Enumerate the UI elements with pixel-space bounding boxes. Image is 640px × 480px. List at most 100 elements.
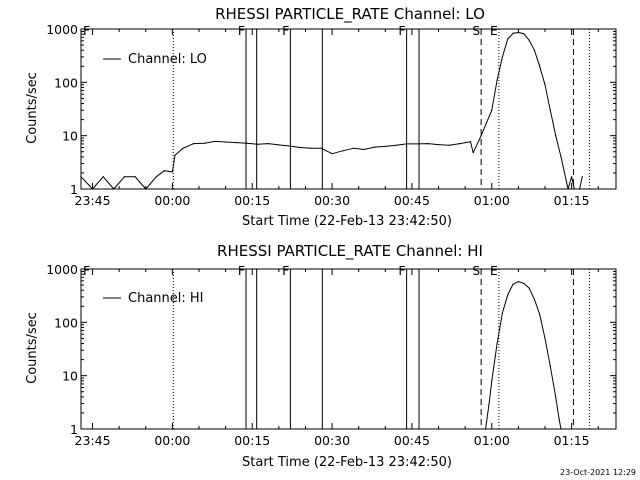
data-point xyxy=(544,337,546,339)
data-point xyxy=(533,49,535,51)
x-tick-label: 01:00 xyxy=(474,433,510,448)
data-point xyxy=(501,312,504,314)
data-point xyxy=(528,39,530,41)
generation-timestamp: 23-Oct-2021 12:29 xyxy=(560,468,636,477)
event-marker-label: F xyxy=(282,263,289,278)
data-point xyxy=(134,176,136,178)
data-point xyxy=(267,142,269,145)
data-point xyxy=(416,143,418,145)
y-tick-label: 1 xyxy=(70,182,78,197)
data-point xyxy=(256,143,259,145)
edge-flag-label: F xyxy=(83,23,90,38)
data-point xyxy=(145,188,147,190)
x-tick-label: 00:00 xyxy=(154,193,190,208)
data-point xyxy=(560,428,562,430)
hi-channel-panel: RHESSI PARTICLE_RATE Channel: HI Start T… xyxy=(25,242,617,470)
x-tick-label: 00:30 xyxy=(314,433,350,448)
x-tick-label: 00:30 xyxy=(314,193,350,208)
data-point xyxy=(517,281,520,283)
x-tick-label: 23:45 xyxy=(75,193,111,208)
data-point xyxy=(91,188,94,190)
x-tick-label: 23:45 xyxy=(75,433,111,448)
data-point xyxy=(539,313,541,316)
data-point xyxy=(579,188,581,190)
event-marker-label: F xyxy=(398,263,405,278)
data-point xyxy=(491,380,493,382)
data-point xyxy=(496,342,498,345)
data-point xyxy=(539,65,541,67)
data-point xyxy=(437,143,440,146)
data-point xyxy=(374,146,376,148)
data-point xyxy=(558,419,560,421)
data-point xyxy=(80,176,82,178)
data-point xyxy=(507,294,509,296)
event-marker-label: F xyxy=(398,23,405,38)
y-tick-label: 10 xyxy=(62,129,78,144)
data-point xyxy=(567,188,569,190)
x-tick-label: 00:00 xyxy=(154,433,190,448)
data-point xyxy=(472,152,474,154)
event-marker-label: F xyxy=(238,263,245,278)
data-point xyxy=(363,148,365,151)
hi-x-axis-label: Start Time (22-Feb-13 23:42:50) xyxy=(242,455,452,470)
data-point xyxy=(512,32,514,34)
data-point xyxy=(448,144,450,146)
y-tick-label: 10 xyxy=(62,369,78,384)
hi-legend-label: Channel: HI xyxy=(128,291,204,306)
x-tick-label: 00:45 xyxy=(394,193,430,208)
x-tick-label: 00:15 xyxy=(234,433,270,448)
data-point xyxy=(299,146,301,149)
data-point xyxy=(113,188,115,190)
y-tick-label: 1000 xyxy=(46,22,78,37)
x-tick-label: 01:00 xyxy=(474,193,510,208)
data-point xyxy=(549,365,551,367)
data-point xyxy=(573,188,575,190)
series-line-0 xyxy=(485,281,562,430)
plot-frame xyxy=(80,28,617,190)
data-point xyxy=(563,172,566,174)
data-point xyxy=(571,176,573,178)
event-marker-label: E xyxy=(490,263,498,278)
data-point xyxy=(235,142,237,144)
data-point xyxy=(193,142,195,145)
data-point xyxy=(501,56,504,58)
event-marker-label: E xyxy=(490,23,498,38)
hi-chart-title: RHESSI PARTICLE_RATE Channel: HI xyxy=(217,242,483,261)
data-point xyxy=(517,31,520,34)
event-marker-label: S xyxy=(472,23,480,38)
data-point xyxy=(544,84,546,86)
data-point xyxy=(480,135,482,137)
data-point xyxy=(288,145,291,147)
data-point xyxy=(459,142,461,145)
data-point xyxy=(123,176,126,178)
lo-y-axis-label: Counts/sec xyxy=(25,72,40,144)
data-point xyxy=(469,141,472,143)
data-point xyxy=(528,287,530,289)
data-point xyxy=(484,428,487,430)
lo-chart-title: RHESSI PARTICLE_RATE Channel: LO xyxy=(215,5,485,24)
data-point xyxy=(278,144,280,146)
data-point xyxy=(225,141,227,143)
data-point xyxy=(384,145,386,147)
data-point xyxy=(310,147,312,149)
data-point xyxy=(496,79,498,81)
data-point xyxy=(171,171,173,173)
plot-frame xyxy=(80,268,617,430)
data-point xyxy=(163,170,165,172)
data-point xyxy=(155,176,158,178)
data-point xyxy=(342,150,344,152)
data-point xyxy=(214,140,216,143)
data-point xyxy=(352,147,354,149)
y-tick-label: 1000 xyxy=(46,262,78,277)
data-point xyxy=(320,147,323,149)
event-marker-label: F xyxy=(282,23,289,38)
data-point xyxy=(395,144,397,146)
edge-flag-label: F xyxy=(83,263,90,278)
data-point xyxy=(246,142,248,144)
data-point xyxy=(182,147,184,149)
data-point xyxy=(555,396,557,398)
event-marker-label: F xyxy=(238,23,245,38)
data-point xyxy=(102,176,104,178)
x-tick-label: 00:15 xyxy=(234,193,270,208)
y-tick-label: 100 xyxy=(54,315,78,330)
